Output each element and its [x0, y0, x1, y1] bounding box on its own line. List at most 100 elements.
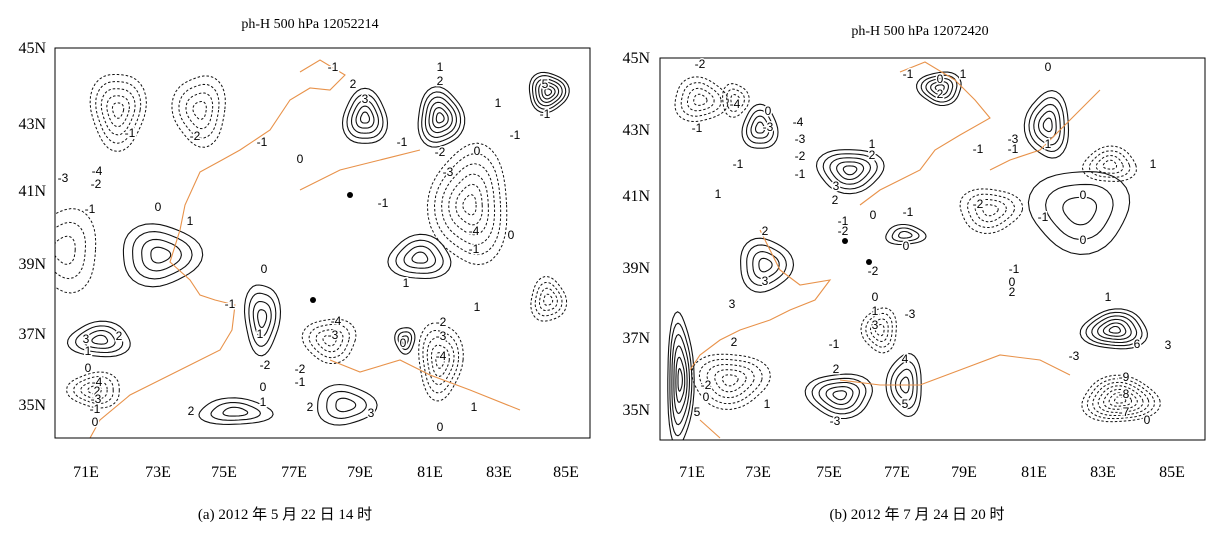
contour-line	[1045, 183, 1114, 241]
contour-line	[745, 109, 775, 144]
contour-line	[538, 81, 560, 103]
contour-label: 1	[869, 137, 876, 151]
contour-label: -1	[795, 167, 806, 181]
caption: (b) 2012 年 7 月 24 日 20 时	[830, 506, 1005, 523]
contour-line	[433, 152, 502, 256]
contour-label: -7	[1119, 405, 1130, 419]
contour-label: 1	[260, 395, 267, 409]
contour-label: 0	[1045, 60, 1052, 74]
contour-label: -2	[190, 129, 201, 143]
contour-line	[535, 78, 563, 107]
contour-label: -1	[973, 142, 984, 156]
contour-label: 0	[155, 200, 162, 214]
contour-line	[691, 353, 771, 411]
contour-label: 0	[903, 239, 910, 253]
contour-line	[132, 231, 193, 280]
contour-line	[75, 325, 124, 354]
contour-label: -4	[436, 349, 447, 363]
contour-line	[967, 193, 1016, 228]
contour-line	[930, 81, 949, 96]
contour-line	[1102, 159, 1118, 170]
contour-line	[528, 71, 570, 114]
contour-label: 1	[715, 187, 722, 201]
contour-label: -1	[829, 337, 840, 351]
contour-label: 0	[703, 390, 710, 404]
contour-label: 4	[902, 352, 909, 366]
contour-label: -1	[328, 60, 339, 74]
panel-title: ph-H 500 hPa 12052214	[241, 17, 378, 32]
contour-label: 1	[437, 60, 444, 74]
lon-tick-label: 73E	[745, 464, 771, 481]
contour-line	[1037, 110, 1057, 139]
contour-line	[722, 83, 750, 118]
contour-line	[811, 377, 867, 415]
contour-line	[669, 322, 693, 437]
contour-line	[1088, 150, 1131, 178]
contour-label: 0	[437, 420, 444, 434]
contour-line	[869, 318, 889, 343]
contour-label: -3	[795, 132, 806, 146]
contour-line	[916, 71, 962, 107]
contour-line	[73, 375, 114, 405]
contour-line	[397, 331, 413, 351]
contour-label: 2	[188, 404, 195, 418]
contour-line	[317, 383, 378, 426]
contour-line	[1108, 392, 1133, 407]
contour-line	[673, 345, 688, 415]
contour-line	[243, 284, 282, 357]
contour-line	[874, 324, 885, 337]
contour-line	[66, 320, 131, 358]
lat-tick-label: 45N	[622, 50, 650, 67]
contour-line	[860, 307, 897, 354]
contour-line	[825, 386, 854, 405]
contour-line	[424, 96, 457, 138]
contour-label: 1	[471, 400, 478, 414]
contour-label: 3	[872, 318, 879, 332]
contour-label: -1	[295, 375, 306, 389]
contour-label: 2	[731, 335, 738, 349]
lon-tick-label: 85E	[1159, 464, 1185, 481]
contour-line	[1081, 374, 1161, 423]
contour-label: -1	[692, 121, 703, 135]
contour-line	[740, 237, 795, 293]
border-line	[89, 59, 521, 438]
contour-line	[95, 81, 142, 144]
contour-label: 2	[307, 400, 314, 414]
panel-b: ph-H 500 hPa 12072420 (b) 2012 年 7 月 24 …	[622, 24, 1206, 523]
contour-line	[80, 380, 108, 400]
contour-label: -2	[795, 149, 806, 163]
contour-label: 0	[92, 415, 99, 429]
contour-line	[706, 363, 755, 399]
contour-line	[326, 390, 367, 419]
contour-line	[1102, 322, 1127, 337]
contour-label: 3	[362, 92, 369, 106]
contour-line	[832, 390, 848, 401]
contour-line	[675, 356, 686, 403]
contour-line	[981, 204, 999, 217]
contour-label: -1	[85, 202, 96, 216]
contour-label: 0	[85, 361, 92, 375]
contour-label: -3	[905, 307, 916, 321]
contour-label: 5	[902, 397, 909, 411]
contour-label: 5	[542, 77, 549, 91]
lat-tick-label: 39N	[18, 256, 46, 273]
lat-tick-label: 45N	[18, 40, 46, 57]
contour-label: -3	[1069, 349, 1080, 363]
contour-label: 2	[833, 362, 840, 376]
contour-line	[714, 369, 747, 393]
contour-line	[55, 221, 87, 280]
contour-line	[898, 230, 913, 239]
contour-line	[422, 329, 460, 394]
contour-line	[815, 149, 885, 195]
contour-label: 2	[832, 193, 839, 207]
contour-label: 0	[508, 228, 515, 242]
contour-line	[222, 406, 249, 417]
contour-line	[421, 91, 462, 143]
contour-line	[804, 373, 873, 420]
contour-line	[252, 300, 272, 338]
contour-line	[428, 101, 453, 134]
lon-tick-label: 79E	[951, 464, 977, 481]
contour-label: -1	[397, 135, 408, 149]
contour-line	[87, 384, 102, 396]
contour-label: 1	[403, 276, 410, 290]
